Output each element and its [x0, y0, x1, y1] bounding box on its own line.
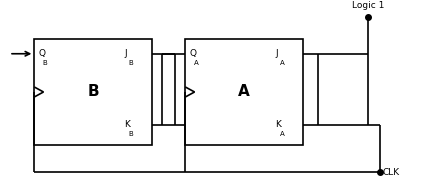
Text: K: K: [125, 120, 131, 129]
Text: Q: Q: [38, 49, 45, 58]
Text: A: A: [194, 60, 198, 66]
Text: A: A: [280, 131, 285, 137]
Text: B: B: [129, 60, 133, 66]
Text: J: J: [125, 49, 127, 58]
Text: Logic 1: Logic 1: [352, 1, 384, 10]
Text: Q: Q: [189, 49, 197, 58]
Text: CLK: CLK: [383, 168, 400, 177]
Text: A: A: [280, 60, 285, 66]
Text: K: K: [275, 120, 281, 129]
Bar: [34, 39, 152, 145]
Text: B: B: [87, 84, 99, 100]
Text: J: J: [275, 49, 278, 58]
Text: B: B: [129, 131, 133, 137]
Text: A: A: [238, 84, 250, 100]
Bar: [185, 39, 303, 145]
Text: B: B: [43, 60, 48, 66]
